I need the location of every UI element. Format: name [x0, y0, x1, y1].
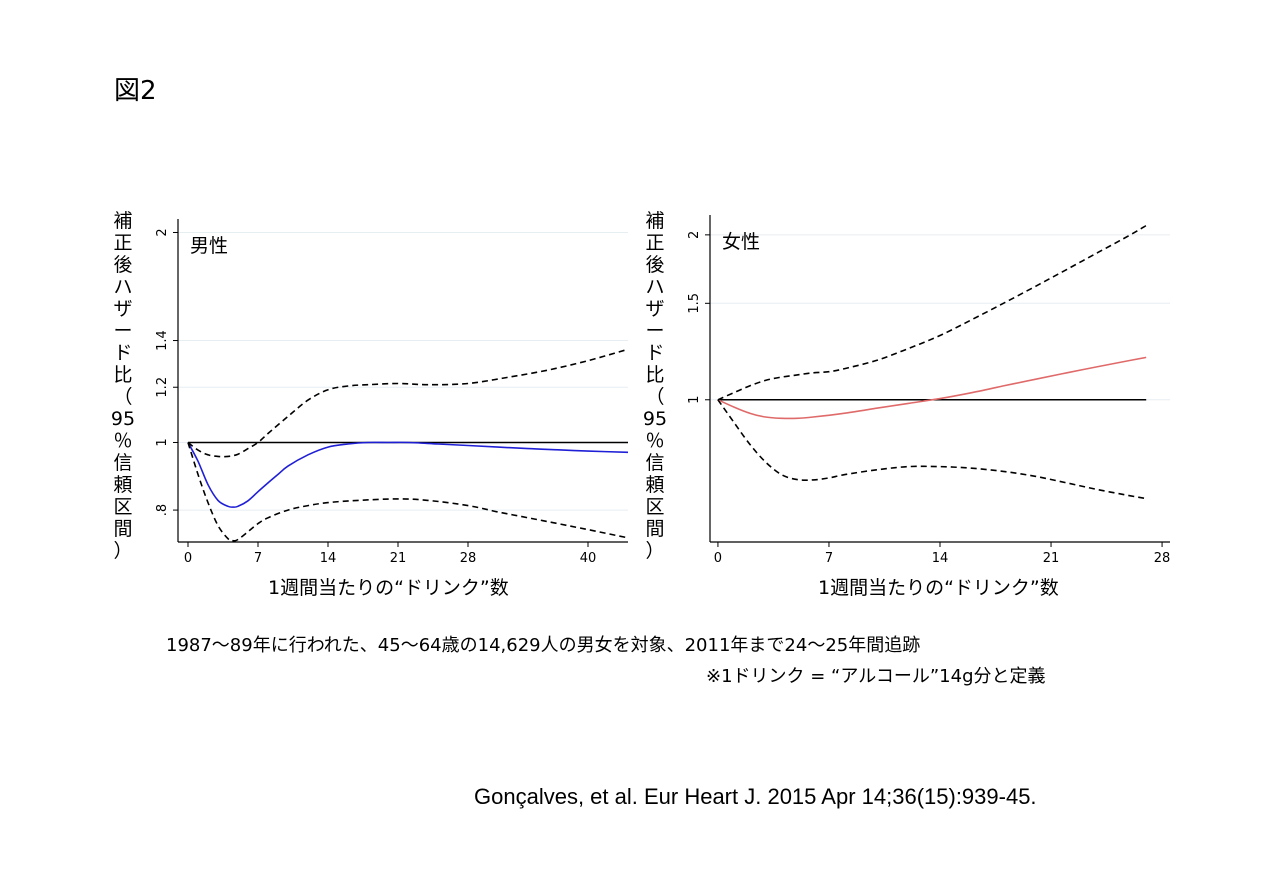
x-tick-label: 28 [1154, 551, 1171, 566]
y-axis-label-char: 信 [113, 452, 133, 474]
y-axis-label-char: 間 [645, 518, 665, 540]
y-axis-label-char: ザ [645, 298, 665, 320]
y-axis-label-char: （ [113, 386, 133, 408]
x-tick-label: 40 [580, 551, 597, 566]
figure-title: 図2 [114, 76, 157, 106]
y-axis-label-char: 正 [645, 232, 665, 254]
y-axis-label-char: ド [113, 342, 133, 364]
series-upper-ci [717, 224, 1147, 401]
y-axis-label-char: 補 [645, 210, 665, 232]
y-axis-label-char: 後 [113, 254, 133, 276]
chart-panel-male: 補正後ハザード比（95 ％信頼区間） .8 1 1.2 1.4 2 0 7 14 21 28 40 男性… [110, 205, 640, 605]
y-axis-label-char: ハ [113, 276, 133, 298]
series-upper-ci [187, 348, 629, 458]
caption-definition: ※1ドリンク = “アルコール”14g分と定義 [706, 666, 1046, 687]
y-tick-label: 2 [155, 228, 170, 236]
x-tick-label: 21 [390, 551, 407, 566]
y-axis-label-char: ー [113, 320, 133, 342]
y-tick-label: 1.4 [155, 330, 170, 351]
x-tick-label: 0 [714, 551, 722, 566]
series-lower-ci [717, 399, 1147, 500]
y-tick-label: 1.2 [155, 377, 170, 398]
x-tick-label: 7 [825, 551, 833, 566]
y-axis-label-char: （ [645, 386, 665, 408]
y-axis-label-char: ％ [645, 430, 665, 452]
x-tick-label: 14 [320, 551, 337, 566]
y-axis-label-char: ザ [113, 298, 133, 320]
caption-study: 1987〜89年に行われた、45〜64歳の14,629人の男女を対象、2011年… [166, 635, 921, 656]
x-axis-label: 1週間当たりの“ドリンク”数 [268, 577, 509, 599]
y-axis-label-char: 頼 [645, 474, 665, 496]
y-axis-label-char: 比 [113, 364, 133, 386]
y-tick-label: 1 [687, 396, 702, 404]
y-axis-label-char: 95 [642, 408, 668, 430]
y-axis-label-char: 95 [110, 408, 136, 430]
y-axis-label-char: 正 [113, 232, 133, 254]
x-axis-label: 1週間当たりの“ドリンク”数 [818, 577, 1059, 599]
series-estimate [187, 441, 629, 508]
y-axis-label: 補正後ハザード比（95 ％信頼区間） [642, 210, 668, 562]
citation: Gonçalves, et al. Eur Heart J. 2015 Apr … [474, 784, 1037, 809]
y-axis-label-char: ％ [113, 430, 133, 452]
y-axis-label-char: 区 [113, 496, 133, 518]
y-axis-label-char: ハ [645, 276, 665, 298]
x-tick-label: 14 [932, 551, 949, 566]
y-tick-label: 2 [687, 231, 702, 239]
chart-svg-male: .8 1 1.2 1.4 2 0 7 14 21 28 40 男性 [155, 219, 629, 566]
y-axis-label-char: 区 [645, 496, 665, 518]
y-axis-label-char: ド [645, 342, 665, 364]
x-tick-label: 28 [460, 551, 477, 566]
series-lower-ci [187, 442, 629, 542]
y-axis-label-char: 頼 [113, 474, 133, 496]
y-axis-label-char: ） [113, 540, 133, 562]
y-axis-label: 補正後ハザード比（95 ％信頼区間） [110, 210, 136, 562]
y-axis-label-char: ー [645, 320, 665, 342]
x-tick-label: 21 [1043, 551, 1060, 566]
x-tick-label: 7 [254, 551, 262, 566]
y-tick-label: 1.5 [687, 293, 702, 314]
panel-label: 男性 [190, 235, 228, 257]
y-tick-label: .8 [155, 504, 170, 516]
chart-svg-female: 1 1.5 2 0 7 14 21 28 女性 [687, 215, 1171, 566]
series-estimate [717, 356, 1147, 420]
y-tick-label: 1 [155, 438, 170, 446]
y-axis-label-char: ） [645, 540, 665, 562]
y-axis-label-char: 間 [113, 518, 133, 540]
chart-panel-female: 補正後ハザード比（95 ％信頼区間） 1 1.5 2 0 7 14 21 28 女性 1週間当たり… [642, 205, 1182, 605]
panel-label: 女性 [722, 231, 760, 253]
y-axis-label-char: 後 [645, 254, 665, 276]
y-axis-label-char: 比 [645, 364, 665, 386]
y-axis-label-char: 補 [113, 210, 133, 232]
x-tick-label: 0 [184, 551, 192, 566]
y-axis-label-char: 信 [645, 452, 665, 474]
